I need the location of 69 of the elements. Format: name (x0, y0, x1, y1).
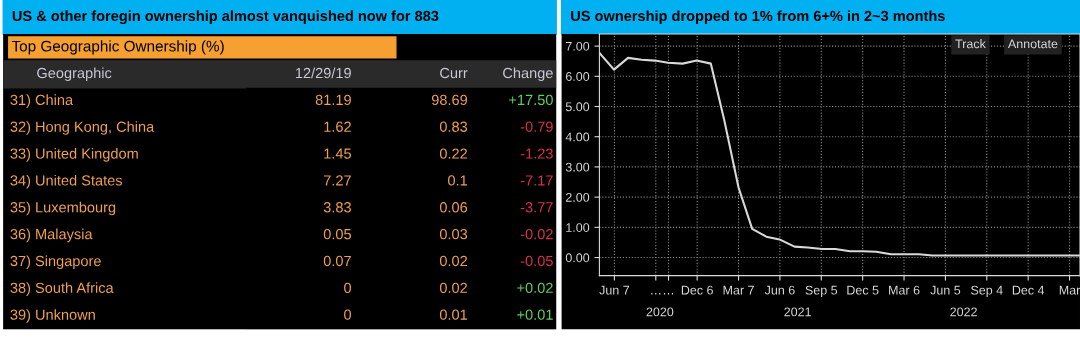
data-label: 0 (344, 309, 352, 320)
x-tick-label: Jun 5 (930, 285, 961, 295)
data-label: 0.1 (448, 175, 468, 186)
y-tick-label: 32) Hong Kong, China (10, 121, 155, 135)
y-tick-label: 35) Luxembourg (10, 201, 116, 216)
chart-title: US ownership dropped to 1% from 6+% in 2~3 months (571, 10, 945, 24)
y-tick-label: 36) Malaysia (10, 228, 93, 243)
y-tick-label: 34) United States (10, 174, 123, 189)
data-label: -0.02 (520, 228, 553, 240)
y-tick-label: 33) United Kingdom (10, 148, 138, 162)
x-tick-label: Jun 6 (764, 285, 795, 295)
x2-tick-label: 2021 (784, 307, 811, 317)
y-tick-label: 38) South Africa (10, 282, 114, 296)
data-label: 0.07 (323, 255, 351, 267)
y-tick-label: 0.00 (565, 253, 590, 263)
chart-title: US & other foregin ownership almost vanquished now for 883 (12, 10, 439, 25)
x-tick-label: Dec 4 (1012, 285, 1045, 295)
x-tick-label: Curr (440, 67, 468, 79)
x-tick-label: Change (503, 67, 553, 82)
data-label: 1.45 (324, 148, 351, 159)
data-label: 98.69 (431, 94, 468, 106)
y-axis-title: Geographic (37, 67, 112, 82)
data-label: +0.02 (517, 282, 553, 293)
data-label: 81.19 (315, 94, 351, 106)
data-label: 0.06 (439, 202, 468, 213)
data-label: 0.83 (439, 121, 468, 132)
data-label: +0.01 (517, 309, 553, 320)
data-label: -0.05 (520, 255, 553, 267)
x-tick-label: Dec 6 (681, 285, 713, 295)
data-label: 3.83 (323, 202, 351, 213)
x-tick-label: Sep 5 (805, 285, 838, 298)
y-tick-label: 1.00 (566, 223, 590, 232)
x-tick-label: … (663, 293, 674, 295)
y-tick-label: 7.00 (565, 41, 590, 51)
data-label: 0 (344, 282, 352, 293)
y-tick-label: 31) China (10, 94, 74, 108)
x-tick-label: Mar (1059, 285, 1080, 295)
x-tick-label: … (651, 293, 661, 295)
x-tick-label: Mar 7 (723, 285, 754, 295)
data-label: -1.23 (520, 148, 553, 159)
y-tick-label: 37) Singapore (10, 255, 101, 270)
data-label: -0.79 (520, 121, 553, 132)
x-tick-label: Jun 7 (599, 285, 630, 295)
x2-tick-label: 2020 (646, 307, 674, 317)
y-tick-label: 3.00 (565, 162, 590, 172)
text: Top Geographic Ownership (%) (11, 40, 224, 55)
x-tick-label: Sep 4 (971, 285, 1003, 298)
data-label: +17.50 (509, 94, 553, 106)
data-label: 7.27 (323, 175, 351, 186)
data-label: 0.02 (439, 282, 467, 293)
y-tick-label: 2.00 (565, 192, 590, 202)
x-tick-label: 12/29/19 (295, 67, 351, 79)
y-tick-label: 5.00 (565, 102, 590, 112)
annotation: Track (955, 39, 986, 49)
y-tick-label: 39) Unknown (10, 309, 95, 323)
data-label: 0.02 (439, 255, 467, 267)
data-label: 1.62 (324, 121, 351, 132)
data-label: -3.77 (520, 202, 553, 213)
x-tick-label: Dec 5 (847, 285, 879, 295)
data-label: 0.01 (439, 309, 468, 320)
y-tick-label: 6.00 (565, 72, 590, 81)
x-tick-label: Mar 6 (889, 285, 920, 295)
annotation: Annotate (1007, 39, 1058, 49)
data-label: -7.17 (520, 175, 553, 186)
data-label: 0.05 (323, 228, 351, 240)
y-tick-label: 4.00 (565, 132, 590, 142)
data-label: 0.03 (439, 228, 468, 240)
x2-tick-label: 2022 (950, 307, 977, 317)
data-label: 0.22 (439, 148, 467, 159)
